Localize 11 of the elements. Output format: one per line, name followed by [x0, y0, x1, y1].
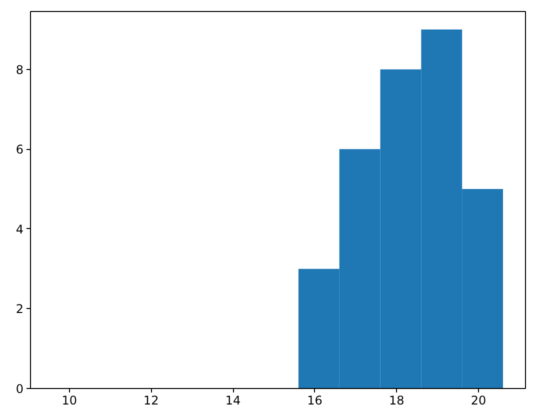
x-tick-label: 14	[225, 394, 241, 408]
y-tick-label: 4	[16, 222, 24, 236]
x-tick-label: 18	[389, 394, 404, 408]
x-tick-label: 10	[62, 394, 78, 408]
y-tick-label: 6	[16, 142, 24, 157]
x-tick-label: 16	[307, 394, 322, 408]
y-tick-label: 2	[16, 302, 24, 316]
x-tick-label: 20	[470, 394, 486, 408]
y-tick-label: 0	[16, 382, 24, 396]
x-tick-label: 12	[144, 394, 159, 408]
y-tick-label: 8	[16, 62, 24, 77]
